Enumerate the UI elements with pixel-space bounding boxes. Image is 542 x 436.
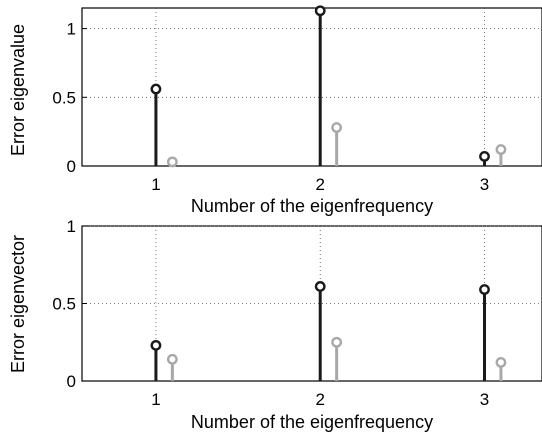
stem-marker bbox=[166, 353, 178, 365]
y-tick-label: 1 bbox=[67, 217, 76, 236]
y-tick-label: 0 bbox=[67, 157, 76, 176]
stem-marker bbox=[479, 150, 490, 162]
y-tick-label: 1 bbox=[67, 20, 76, 39]
stem-marker bbox=[314, 281, 326, 292]
plot-panel-2-grid bbox=[82, 225, 542, 381]
plot-panel-1-stems bbox=[150, 5, 507, 168]
stem-marker bbox=[166, 156, 178, 168]
stem-marker bbox=[331, 336, 343, 348]
x-tick-label: 2 bbox=[315, 175, 324, 194]
y-tick-label: 0.5 bbox=[52, 88, 76, 107]
plot-panel-1: 1 2 3 0 0.5 1 Error eigenvalue Number of the … bbox=[8, 5, 542, 216]
plot-panel-2-ticks: 1 2 3 0 0.5 1 bbox=[52, 217, 489, 409]
plot-panel-1-ylabel: Error eigenvalue bbox=[8, 24, 28, 156]
plot-panel-2-xlabel: Number of the eigenfrequency bbox=[191, 412, 433, 432]
x-tick-label: 1 bbox=[151, 175, 160, 194]
plot-panel-1-xlabel: Number of the eigenfrequency bbox=[191, 196, 433, 216]
stem-marker bbox=[495, 144, 507, 155]
stem-marker bbox=[150, 83, 162, 95]
stem-marker bbox=[479, 284, 490, 295]
x-tick-label: 2 bbox=[315, 390, 324, 409]
stem-marker bbox=[495, 356, 507, 368]
plot-panel-2-ylabel: Error eigenvector bbox=[8, 235, 28, 373]
stem-marker bbox=[150, 339, 162, 351]
plot-panel-1-grid bbox=[82, 8, 542, 166]
x-tick-label: 1 bbox=[151, 390, 160, 409]
stem-marker bbox=[314, 5, 326, 17]
y-tick-label: 0.5 bbox=[52, 295, 76, 314]
plot-panel-2: 1 2 3 0 0.5 1 Error eigenvector Number of the… bbox=[8, 217, 542, 432]
stem-marker bbox=[331, 122, 343, 133]
plot-panel-1-frame bbox=[81, 7, 542, 167]
x-tick-label: 3 bbox=[480, 175, 489, 194]
x-tick-label: 3 bbox=[480, 390, 489, 409]
plot-panel-1-ticks: 1 2 3 0 0.5 1 bbox=[52, 20, 489, 194]
plot-panel-2-stems bbox=[150, 281, 507, 381]
y-tick-label: 0 bbox=[67, 372, 76, 391]
